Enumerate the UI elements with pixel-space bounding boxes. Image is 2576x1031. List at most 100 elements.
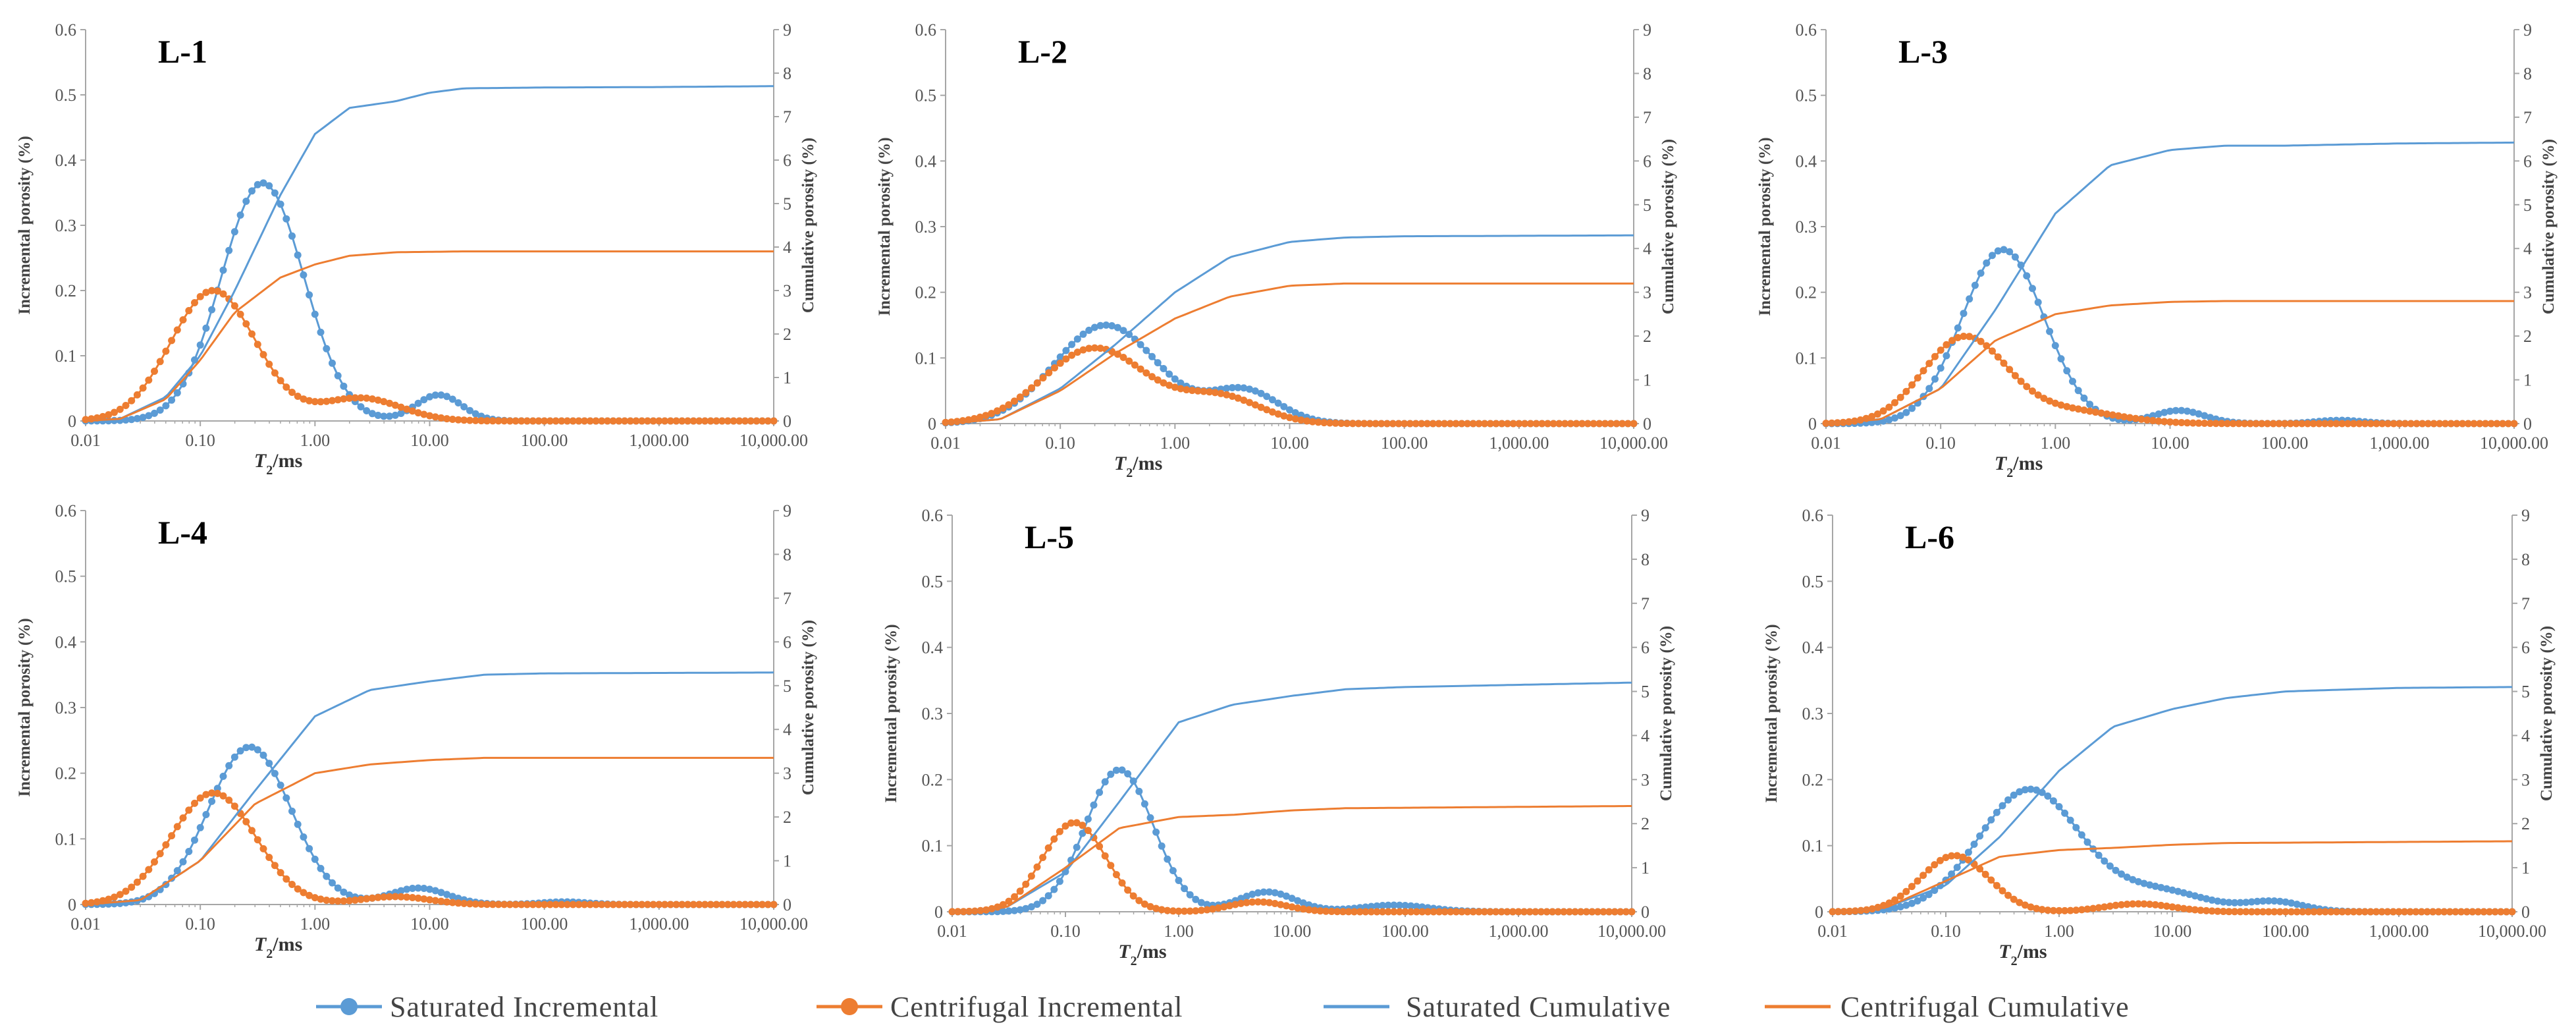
x-axis-title: T2/ms: [1995, 453, 2043, 480]
x-tick-label: 1.00: [1160, 433, 1191, 453]
centrifugal-incremental-point: [2326, 420, 2334, 428]
centrifugal-incremental-point: [707, 417, 714, 425]
series-saturated-cumulative: [85, 671, 774, 906]
centrifugal-incremental-point: [2129, 900, 2137, 908]
saturated-incremental-point: [139, 414, 147, 422]
saturated-incremental-point: [2276, 897, 2284, 905]
centrifugal-incremental-point: [1896, 892, 1904, 900]
centrifugal-incremental-point: [1914, 374, 1921, 382]
centrifugal-incremental-point: [2457, 908, 2465, 916]
centrifugal-incremental-point: [1225, 902, 1233, 910]
x-axis-title: T2/ms: [254, 933, 302, 961]
centrifugal-incremental-point: [105, 895, 113, 903]
x-tick-label: 100.00: [1382, 922, 1429, 941]
centrifugal-incremental-point: [2231, 908, 2239, 916]
saturated-incremental-point: [230, 753, 238, 761]
right-tick-label: 4: [1641, 726, 1650, 745]
centrifugal-incremental-point: [2407, 420, 2415, 428]
centrifugal-incremental-point: [294, 885, 302, 893]
saturated-incremental-point: [420, 396, 428, 404]
centrifugal-incremental-point: [2265, 908, 2272, 916]
centrifugal-incremental-point: [661, 901, 668, 908]
centrifugal-incremental-point: [2476, 420, 2484, 428]
centrifugal-incremental-point: [1590, 420, 1597, 428]
centrifugal-incremental-point: [1908, 381, 1916, 389]
centrifugal-incremental-point: [1045, 369, 1053, 377]
left-axis-title: Incremental porosity (%): [876, 137, 894, 316]
saturated-incremental-point: [208, 797, 216, 805]
centrifugal-incremental-point: [2349, 908, 2357, 916]
saturated-incremental-point: [454, 399, 462, 406]
saturated-incremental-point: [2112, 866, 2120, 874]
centrifugal-incremental-point: [718, 417, 726, 425]
saturated-incremental-point: [1983, 259, 1991, 267]
centrifugal-incremental-point: [2091, 408, 2099, 416]
saturated-incremental-point: [1994, 247, 2002, 255]
centrifugal-incremental-point: [311, 398, 319, 406]
centrifugal-incremental-point: [351, 896, 359, 904]
saturated-incremental-point: [1885, 416, 1893, 424]
centrifugal-incremental-point: [2293, 908, 2301, 916]
saturated-incremental-point: [1186, 891, 1194, 899]
centrifugal-incremental-point: [323, 897, 331, 904]
centrifugal-incremental-point: [730, 901, 738, 908]
centrifugal-incremental-point: [569, 901, 577, 908]
centrifugal-incremental-point: [196, 794, 204, 802]
saturated-incremental-point: [311, 855, 319, 863]
centrifugal-incremental-point: [2474, 908, 2482, 916]
saturated-incremental-point: [2247, 898, 2255, 906]
centrifugal-incremental-point: [471, 900, 479, 908]
saturated-incremental-point: [1223, 385, 1231, 392]
centrifugal-incremental-point: [2224, 420, 2232, 428]
saturated-incremental-point: [1908, 404, 1916, 412]
saturated-incremental-point: [259, 179, 267, 187]
centrifugal-incremental-point: [1954, 334, 1962, 341]
centrifugal-incremental-point: [1464, 908, 1472, 916]
saturated-incremental-point: [1953, 864, 1961, 872]
saturated-incremental-point: [230, 228, 238, 236]
centrifugal-incremental-point: [2126, 414, 2133, 422]
centrifugal-incremental-point: [2349, 420, 2357, 428]
saturated-incremental-point: [2168, 886, 2176, 894]
centrifugal-incremental-point: [1356, 908, 1364, 916]
centrifugal-incremental-point: [2195, 419, 2203, 427]
centrifugal-incremental-point: [1560, 908, 1568, 916]
saturated-incremental-point: [386, 412, 393, 420]
centrifugal-incremental-point: [1532, 420, 1540, 428]
centrifugal-incremental-point: [466, 416, 473, 424]
saturated-incremental-point: [437, 391, 445, 399]
right-tick-label: 1: [1643, 371, 1651, 390]
saturated-incremental-point: [2299, 902, 2307, 909]
centrifugal-incremental-point: [2146, 901, 2154, 908]
saturated-incremental-point: [368, 410, 376, 418]
right-tick-label: 9: [1643, 20, 1651, 40]
centrifugal-incremental-point: [1452, 908, 1460, 916]
centrifugal-incremental-point: [1515, 420, 1523, 428]
saturated-incremental-point: [1981, 824, 1989, 832]
centrifugal-incremental-point: [1613, 420, 1621, 428]
centrifugal-incremental-point: [1475, 908, 1483, 916]
centrifugal-incremental-point: [2095, 904, 2103, 912]
saturated-incremental-point: [346, 891, 354, 899]
centrifugal-cumulative-line: [945, 282, 1634, 425]
centrifugal-incremental-point: [1902, 887, 1910, 895]
centrifugal-incremental-point: [1401, 420, 1409, 428]
left-tick-label: 0: [1815, 903, 1823, 922]
series-centrifugal-incremental: [1822, 333, 2518, 428]
saturated-incremental-point: [196, 341, 204, 349]
series-centrifugal-incremental: [942, 344, 1638, 428]
centrifugal-incremental-point: [288, 389, 296, 396]
saturated-incremental-point: [431, 887, 439, 895]
saturated-incremental-point: [1263, 393, 1271, 401]
saturated-incremental-point: [317, 864, 325, 872]
saturated-incremental-point: [426, 393, 433, 401]
centrifugal-incremental-point: [1331, 419, 1339, 427]
centrifugal-incremental-point: [1131, 361, 1139, 369]
saturated-incremental-point: [265, 182, 273, 190]
saturated-incremental-point: [1039, 897, 1047, 905]
series-saturated-cumulative: [945, 234, 1634, 425]
centrifugal-incremental-point: [1137, 365, 1144, 373]
centrifugal-incremental-point: [1436, 908, 1443, 916]
centrifugal-incremental-point: [2299, 908, 2307, 916]
centrifugal-incremental-point: [403, 893, 411, 901]
